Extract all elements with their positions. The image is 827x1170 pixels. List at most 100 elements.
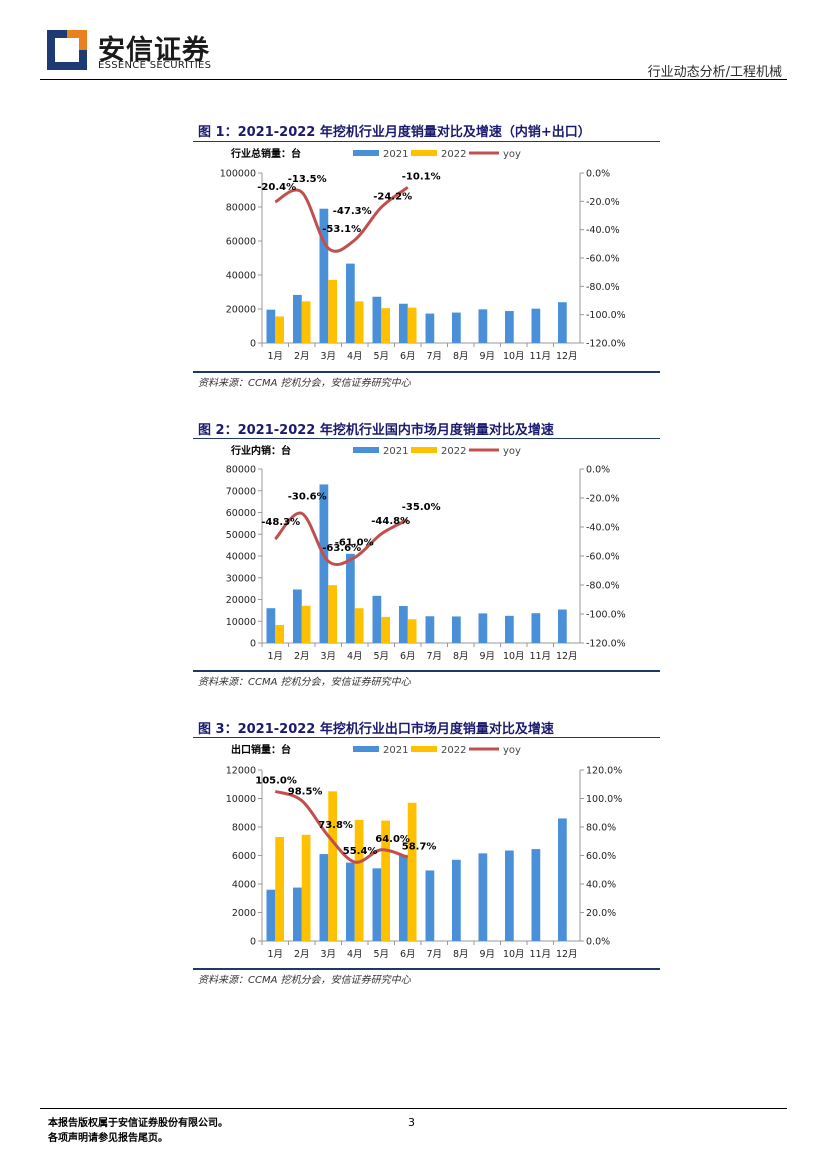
bar-2021-11月 xyxy=(531,613,541,643)
legend-label-2022: 2022 xyxy=(441,446,466,457)
legend-swatch-2021 xyxy=(353,746,379,752)
bar-2021-7月 xyxy=(425,616,435,643)
bar-2021-2月 xyxy=(293,294,302,343)
y2-tick-label: -60.0% xyxy=(586,552,620,563)
figure-1-source: 资料来源：CCMA 挖机分会，安信证券研究中心 xyxy=(198,378,411,389)
bar-2022-2月 xyxy=(301,834,311,941)
yoy-data-label: -13.5% xyxy=(288,174,327,185)
x-tick-label: 7月 xyxy=(426,651,442,662)
x-tick-label: 8月 xyxy=(453,351,469,362)
bar-2022-4月 xyxy=(354,301,364,343)
bar-2022-4月 xyxy=(354,608,364,643)
x-tick-label: 3月 xyxy=(320,949,336,960)
x-tick-label: 12月 xyxy=(556,651,578,662)
figure-1-top-rule xyxy=(193,141,660,142)
bar-2021-9月 xyxy=(478,309,488,343)
bar-2021-7月 xyxy=(425,870,435,941)
yoy-data-label: 58.7% xyxy=(402,841,437,852)
bar-2021-5月 xyxy=(372,868,382,941)
figure-3-chart: 出口销量：台 2021 2022 yoy 12000 10000 8000 6000 4000 2… xyxy=(226,743,622,960)
x-tick-label: 1月 xyxy=(267,351,283,362)
bar-2021-3月 xyxy=(319,208,329,343)
bar-2021-3月 xyxy=(319,484,329,643)
y-tick-label: 20000 xyxy=(226,305,256,316)
y-tick-label: 80000 xyxy=(226,465,256,476)
y-tick-label: 40000 xyxy=(226,271,256,282)
bar-2021-6月 xyxy=(399,854,408,941)
legend-swatch-2022 xyxy=(411,746,437,752)
x-tick-label: 3月 xyxy=(320,351,336,362)
y-tick-label: 50000 xyxy=(226,530,256,541)
y-tick-label: 6000 xyxy=(232,851,256,862)
x-tick-label: 2月 xyxy=(294,651,310,662)
yoy-data-label: -53.1% xyxy=(322,224,361,235)
y2-tick-label: 60.0% xyxy=(586,851,616,862)
bar-2021-7月 xyxy=(425,313,435,343)
legend-label-2021: 2021 xyxy=(383,149,408,160)
yoy-data-label: 64.0% xyxy=(375,834,410,845)
bar-2021-10月 xyxy=(505,311,514,343)
x-tick-label: 5月 xyxy=(373,651,389,662)
x-tick-label: 4月 xyxy=(347,351,363,362)
legend-label-yoy: yoy xyxy=(503,149,521,160)
yoy-data-label: -10.1% xyxy=(402,171,441,182)
bar-2021-10月 xyxy=(505,850,514,941)
brand-name-en: ESSENCE SECURITIES xyxy=(98,60,212,71)
footer-disclaimer: 各项声明请参见报告尾页。 xyxy=(48,1133,168,1144)
x-tick-label: 9月 xyxy=(479,651,495,662)
yoy-data-label: 73.8% xyxy=(318,820,353,831)
y2-tick-label: -20.0% xyxy=(586,494,620,505)
bar-2022-6月 xyxy=(407,307,417,343)
y2-tick-label: 100.0% xyxy=(586,794,622,805)
bar-2022-6月 xyxy=(407,802,417,941)
y-tick-label: 10000 xyxy=(226,794,256,805)
bar-2022-2月 xyxy=(301,605,311,643)
x-tick-label: 10月 xyxy=(503,351,525,362)
legend-label-2022: 2022 xyxy=(441,149,466,160)
legend-label-2022: 2022 xyxy=(441,745,466,756)
bar-2021-9月 xyxy=(478,613,488,643)
figure-3-bottom-rule xyxy=(193,968,660,970)
y2-tick-label: 120.0% xyxy=(586,766,622,777)
figure-1-title: 图 1：2021-2022 年挖机行业月度销量对比及增速（内销+出口） xyxy=(198,125,591,140)
y-axis-label: 行业内销：台 xyxy=(230,444,291,457)
bar-2022-5月 xyxy=(381,616,390,643)
x-tick-label: 11月 xyxy=(529,351,551,362)
bar-2021-8月 xyxy=(452,859,461,941)
bar-2021-11月 xyxy=(531,308,541,343)
bar-2021-9月 xyxy=(478,853,488,941)
x-tick-label: 6月 xyxy=(400,949,416,960)
y2-tick-label: -20.0% xyxy=(586,197,620,208)
figure-3-title: 图 3：2021-2022 年挖机行业出口市场月度销量对比及增速 xyxy=(198,722,554,737)
header-divider xyxy=(40,79,787,80)
bar-2021-3月 xyxy=(319,854,329,941)
legend-swatch-2021 xyxy=(353,447,379,453)
y2-tick-label: -100.0% xyxy=(586,610,626,621)
bar-2022-2月 xyxy=(301,301,311,343)
y2-tick-label: -60.0% xyxy=(586,254,620,265)
bar-2021-12月 xyxy=(558,818,567,941)
y-tick-label: 30000 xyxy=(226,573,256,584)
yoy-data-label: -24.2% xyxy=(373,191,412,202)
bar-2022-5月 xyxy=(381,308,390,343)
x-tick-label: 4月 xyxy=(347,651,363,662)
x-tick-label: 5月 xyxy=(373,949,389,960)
y-tick-label: 60000 xyxy=(226,237,256,248)
y-tick-label: 8000 xyxy=(232,823,256,834)
x-tick-label: 9月 xyxy=(479,351,495,362)
y-tick-label: 2000 xyxy=(232,908,256,919)
y2-tick-label: -80.0% xyxy=(586,581,620,592)
yoy-data-label: -61.0% xyxy=(335,537,374,548)
x-tick-label: 12月 xyxy=(556,949,578,960)
yoy-line xyxy=(274,511,409,566)
bar-2021-1月 xyxy=(266,309,276,343)
y2-tick-label: 20.0% xyxy=(586,908,616,919)
yoy-data-label: 105.0% xyxy=(255,775,297,786)
yoy-data-label: 98.5% xyxy=(288,787,323,798)
y2-tick-label: 0.0% xyxy=(586,465,610,476)
x-tick-label: 2月 xyxy=(294,351,310,362)
figure-3-top-rule xyxy=(193,737,660,738)
legend-label-yoy: yoy xyxy=(503,745,521,756)
bar-2021-4月 xyxy=(346,553,355,643)
x-tick-label: 12月 xyxy=(556,351,578,362)
